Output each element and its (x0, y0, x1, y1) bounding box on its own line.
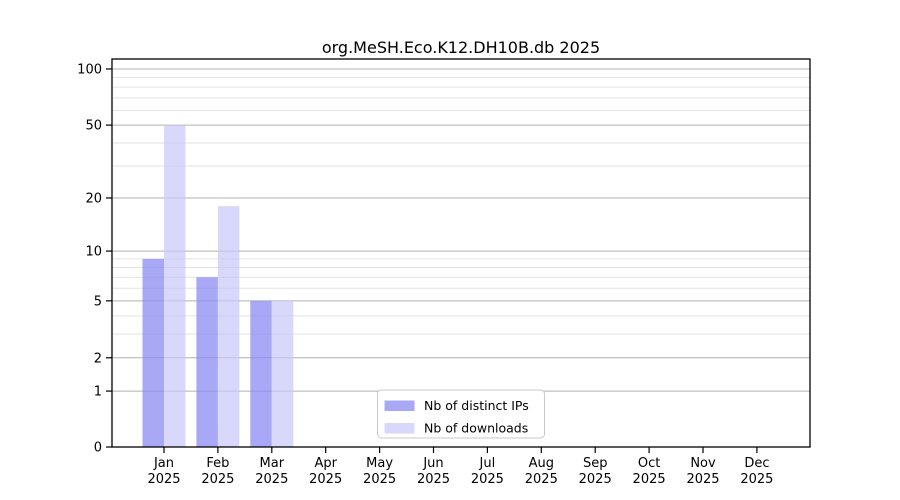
bar-mar-distinct-ips (250, 300, 272, 447)
x-axis-month-label: Mar (260, 456, 285, 471)
x-axis-month-label: May (366, 456, 393, 471)
y-axis-tick-label: 5 (94, 294, 102, 309)
bar-jan-downloads (164, 125, 186, 447)
y-axis-tick-label: 100 (77, 62, 102, 77)
legend-label: Nb of distinct IPs (424, 398, 529, 413)
y-axis-tick-label: 50 (85, 119, 102, 134)
x-axis-year-label: 2025 (579, 472, 612, 487)
legend-label: Nb of downloads (424, 421, 528, 436)
x-axis-month-label: Dec (744, 456, 769, 471)
x-axis-month-label: Nov (690, 456, 716, 471)
y-axis-tick-label: 0 (94, 441, 102, 456)
bar-feb-distinct-ips (196, 277, 218, 447)
x-axis-year-label: 2025 (309, 472, 342, 487)
x-axis-month-label: Sep (583, 456, 608, 471)
y-axis-tick-label: 2 (94, 351, 102, 366)
legend-swatch-distinct-ips (384, 400, 415, 411)
plot-frame (111, 58, 811, 448)
x-axis-year-label: 2025 (363, 472, 396, 487)
x-axis-year-label: 2025 (147, 472, 180, 487)
x-axis-month-label: Apr (314, 456, 337, 471)
x-axis-year-label: 2025 (201, 472, 234, 487)
bar-jan-distinct-ips (142, 258, 164, 447)
x-axis-year-label: 2025 (633, 472, 666, 487)
x-axis-year-label: 2025 (740, 472, 773, 487)
x-axis-month-label: Aug (529, 456, 554, 471)
y-axis-tick-label: 20 (85, 191, 102, 206)
x-axis-month-label: Feb (206, 456, 229, 471)
x-axis-year-label: 2025 (525, 472, 558, 487)
legend-box (377, 389, 545, 439)
x-axis-year-label: 2025 (686, 472, 719, 487)
x-axis-year-label: 2025 (417, 472, 450, 487)
chart-title: org.MeSH.Eco.K12.DH10B.db 2025 (322, 38, 600, 57)
x-axis-month-label: Jan (153, 456, 174, 471)
x-axis-month-label: Jul (479, 456, 496, 471)
legend-swatch-downloads (384, 423, 415, 434)
y-axis-tick-label: 1 (94, 385, 102, 400)
y-axis-tick-label: 10 (85, 245, 102, 260)
x-axis-month-label: Jun (422, 456, 443, 471)
x-axis-month-label: Oct (638, 456, 660, 471)
bar-feb-downloads (217, 206, 240, 447)
bar-mar-downloads (271, 300, 294, 447)
x-axis-year-label: 2025 (255, 472, 288, 487)
x-axis-year-label: 2025 (471, 472, 504, 487)
